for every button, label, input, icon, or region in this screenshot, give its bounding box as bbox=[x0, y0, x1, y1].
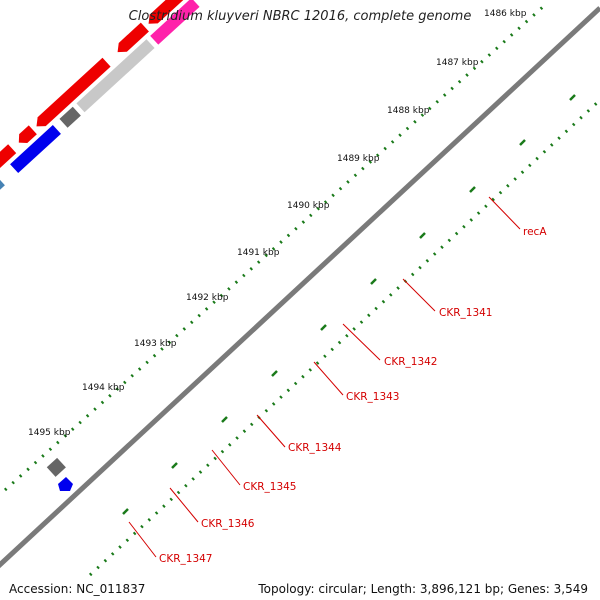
gene-label-ckr-1344[interactable]: CKR_1344 bbox=[288, 442, 342, 454]
gene-arrow[interactable] bbox=[145, 0, 201, 28]
tick-ring-inner bbox=[88, 98, 600, 577]
tick-label-1492: 1492 kbp bbox=[186, 293, 229, 303]
gene-label-ckr-1342[interactable]: CKR_1342 bbox=[384, 356, 437, 368]
tick-label-1489: 1489 kbp bbox=[337, 154, 380, 164]
gene-label-ckr-1347[interactable]: CKR_1347 bbox=[159, 553, 212, 565]
tick-label-1487: 1487 kbp bbox=[436, 58, 479, 68]
genome-summary-text: Topology: circular; Length: 3,896,121 bp… bbox=[258, 582, 588, 596]
gene-label-reca[interactable]: recA bbox=[523, 226, 547, 238]
gene-small-blue[interactable] bbox=[58, 477, 73, 491]
cds-track-outer bbox=[0, 0, 201, 196]
gene-arrow[interactable] bbox=[15, 125, 37, 147]
gene-bar[interactable] bbox=[76, 39, 155, 113]
gene-small-gray[interactable] bbox=[46, 457, 66, 477]
gene-arrow[interactable] bbox=[0, 144, 17, 196]
gene-label-ckr-1346[interactable]: CKR_1346 bbox=[201, 518, 255, 530]
gene-bar[interactable] bbox=[10, 125, 61, 174]
cds-track-inner bbox=[0, 0, 200, 240]
gene-label-ckr-1343[interactable]: CKR_1343 bbox=[346, 391, 399, 403]
tick-label-1491: 1491 kbp bbox=[237, 248, 280, 258]
tick-label-1493: 1493 kbp bbox=[134, 339, 177, 349]
gene-bar[interactable] bbox=[59, 106, 81, 128]
gene-arrow[interactable] bbox=[32, 57, 111, 131]
tick-label-1486: 1486 kbp bbox=[484, 9, 527, 19]
tick-label-1494: 1494 kbp bbox=[82, 383, 125, 393]
tick-label-1488: 1488 kbp bbox=[387, 106, 430, 116]
tick-label-1495: 1495 kbp bbox=[28, 428, 71, 438]
genome-backbone bbox=[0, 6, 600, 569]
gene-label-ckr-1345[interactable]: CKR_1345 bbox=[243, 481, 296, 493]
tick-ring-outer bbox=[3, 3, 547, 492]
accession-text: Accession: NC_011837 bbox=[9, 582, 146, 596]
major-ticks bbox=[122, 94, 576, 515]
gene-arrow[interactable] bbox=[114, 22, 149, 57]
gene-bar[interactable] bbox=[0, 176, 5, 240]
gene-bar[interactable] bbox=[150, 0, 200, 45]
label-connectors bbox=[128, 196, 521, 558]
gene-label-ckr-1341[interactable]: CKR_1341 bbox=[439, 307, 492, 319]
map-title: Clostridium kluyveri NBRC 12016, complet… bbox=[128, 9, 472, 24]
footer-bar: Accession: NC_011837 Topology: circular;… bbox=[0, 578, 600, 600]
tick-label-1490: 1490 kbp bbox=[287, 201, 330, 211]
